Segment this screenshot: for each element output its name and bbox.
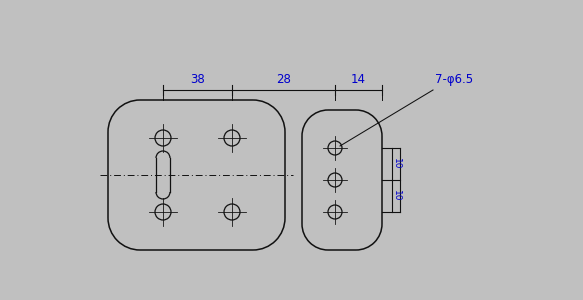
Text: 7-φ6.5: 7-φ6.5 — [435, 73, 473, 86]
Text: 38: 38 — [190, 73, 205, 86]
Text: 14: 14 — [351, 73, 366, 86]
Text: 10: 10 — [392, 158, 401, 170]
Text: 28: 28 — [276, 73, 291, 86]
Text: 10: 10 — [392, 190, 401, 202]
